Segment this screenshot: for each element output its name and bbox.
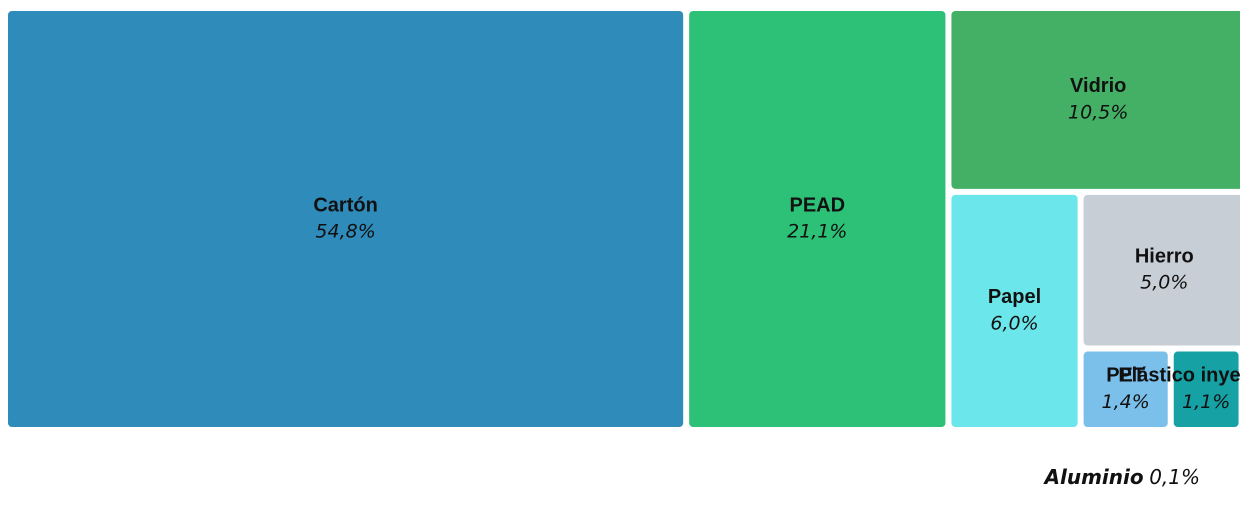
cell-value: 54,8% — [315, 221, 375, 243]
cell-label: Papel — [988, 286, 1041, 308]
cell-label: PEAD — [790, 194, 846, 216]
cell-value: 6,0% — [990, 312, 1038, 334]
cell-label: Hierro — [1135, 245, 1194, 267]
outside-value: 0,1% — [1149, 465, 1200, 489]
cell-label: PET — [1106, 365, 1145, 387]
treemap-cell — [951, 194, 1078, 427]
cell-label: Cartón — [313, 194, 377, 216]
cell-label: Vidrio — [1070, 75, 1126, 97]
cell-value: 21,1% — [787, 221, 847, 243]
outside-name: Aluminio — [1043, 465, 1144, 489]
cell-value: 1,4% — [1102, 391, 1150, 413]
cell-value: 1,1% — [1182, 391, 1230, 413]
treemap-cell — [8, 11, 684, 427]
cell-value: 10,5% — [1068, 101, 1128, 123]
treemap-cell — [689, 11, 946, 427]
treemap-cell — [951, 11, 1240, 189]
cell-label: Plástico inyectado — [1118, 365, 1240, 387]
cell-value: 5,0% — [1140, 272, 1188, 294]
treemap-cell — [1083, 351, 1168, 427]
treemap-cell — [1173, 351, 1239, 427]
outside-label: Aluminio 0,1% — [1043, 465, 1200, 489]
treemap-cell — [1083, 194, 1240, 346]
